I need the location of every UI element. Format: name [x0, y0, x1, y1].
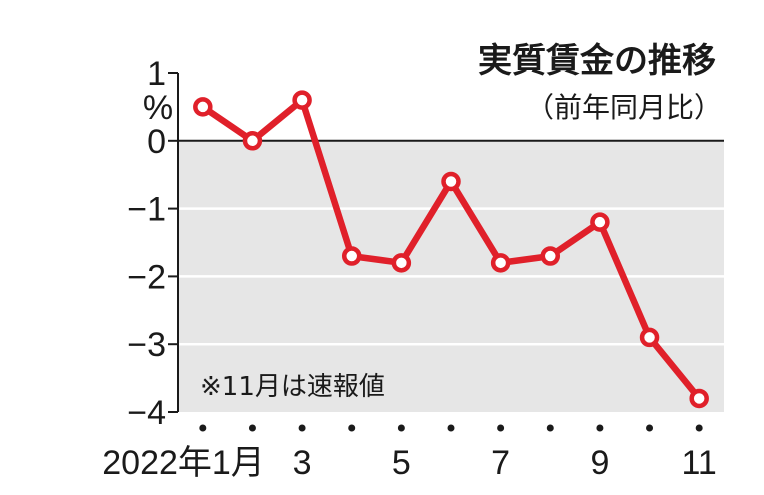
- x-tick-dot: [695, 424, 703, 432]
- x-tick-dot: [596, 424, 604, 432]
- x-tick-dot: [199, 424, 207, 432]
- y-tick-label: −3: [127, 326, 166, 364]
- data-point: [341, 246, 362, 266]
- y-tick-label: −2: [127, 258, 166, 296]
- data-point: [490, 253, 511, 273]
- data-point: [193, 97, 213, 117]
- data-point: [590, 212, 610, 232]
- chart-title: 実質賃金の推移: [478, 41, 716, 81]
- data-point: [689, 388, 709, 409]
- x-tick-dot: [348, 424, 356, 432]
- x-tick-dot: [447, 424, 455, 432]
- data-points: [193, 90, 709, 409]
- x-tick-label: 11: [682, 444, 717, 482]
- x-tick-dot: [497, 424, 505, 432]
- x-tick-dot: [646, 424, 654, 432]
- y-tick-labels: 1 0 −1 −2 −3 −4: [127, 55, 166, 432]
- data-point: [391, 253, 412, 273]
- data-point: [540, 246, 561, 266]
- data-point: [292, 90, 312, 110]
- x-tick-dot: [298, 424, 306, 432]
- data-point: [441, 171, 461, 192]
- x-tick-labels: 2022年1月 3 5 7 9 11: [102, 444, 717, 482]
- x-tick-dots: [199, 424, 703, 432]
- x-tick-dot: [248, 424, 256, 432]
- y-axis-unit: %: [143, 89, 173, 127]
- x-tick-label: 2022年1月: [102, 444, 265, 482]
- y-tick-label: −1: [127, 191, 166, 229]
- chart-subtitle: （前年同月比）: [526, 91, 722, 124]
- gridlines: [178, 207, 724, 346]
- y-tick-label: 1: [147, 55, 166, 93]
- x-tick-dot: [546, 424, 554, 432]
- chart-note: ※11月は速報値: [200, 372, 385, 402]
- x-tick-label: 7: [491, 444, 510, 482]
- y-ticks: [168, 72, 178, 413]
- data-point: [639, 327, 660, 348]
- x-tick-label: 3: [293, 444, 312, 482]
- data-point: [242, 131, 263, 151]
- y-tick-label: 0: [147, 123, 166, 161]
- y-tick-label: −4: [127, 394, 166, 432]
- x-tick-label: 9: [590, 444, 609, 482]
- x-tick-label: 5: [392, 444, 411, 482]
- x-tick-dot: [397, 424, 405, 432]
